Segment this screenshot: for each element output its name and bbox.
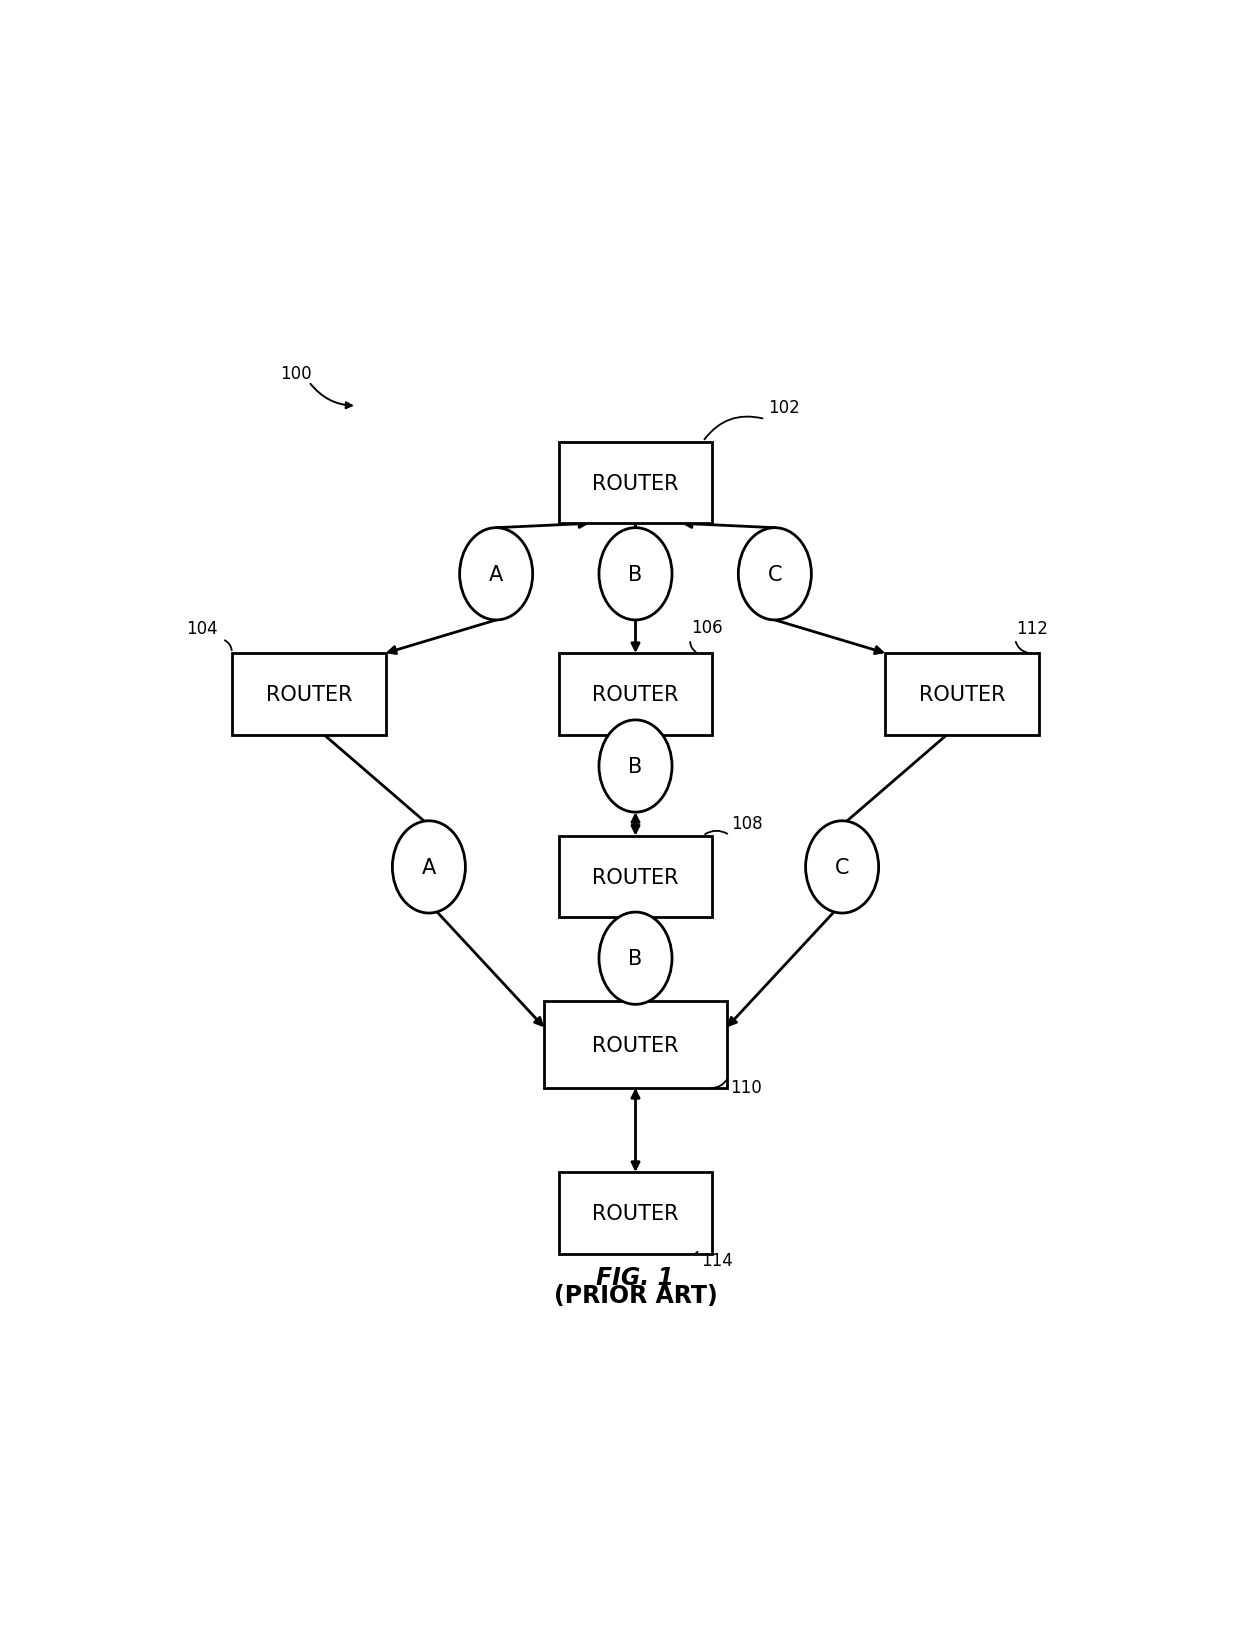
Text: ROUTER: ROUTER (593, 684, 678, 705)
Text: 102: 102 (768, 398, 800, 416)
Ellipse shape (599, 912, 672, 1005)
Text: 106: 106 (691, 619, 723, 636)
Text: 112: 112 (1016, 620, 1048, 638)
Bar (558, 1172, 712, 1253)
Text: B: B (629, 948, 642, 969)
Text: A: A (489, 565, 503, 584)
Text: ROUTER: ROUTER (593, 1035, 678, 1054)
Text: C: C (835, 857, 849, 878)
Bar (558, 836, 712, 917)
Text: ROUTER: ROUTER (593, 867, 678, 886)
Text: C: C (768, 565, 782, 584)
Ellipse shape (392, 821, 465, 914)
Text: ROUTER: ROUTER (593, 473, 678, 493)
Ellipse shape (460, 529, 533, 620)
Bar (558, 654, 712, 736)
Text: ROUTER: ROUTER (919, 684, 1006, 705)
Bar (558, 442, 712, 524)
Text: ROUTER: ROUTER (265, 684, 352, 705)
Ellipse shape (599, 529, 672, 620)
Bar (885, 654, 1039, 736)
Bar (544, 1002, 727, 1089)
Text: 100: 100 (280, 364, 311, 382)
Text: 104: 104 (186, 620, 217, 638)
Text: B: B (629, 565, 642, 584)
Text: (PRIOR ART): (PRIOR ART) (553, 1283, 718, 1307)
Ellipse shape (806, 821, 879, 914)
Bar (232, 654, 386, 736)
Text: 108: 108 (732, 814, 764, 832)
Ellipse shape (738, 529, 811, 620)
Text: A: A (422, 857, 436, 878)
Text: 114: 114 (701, 1252, 733, 1270)
Text: ROUTER: ROUTER (593, 1203, 678, 1222)
Text: FIG. 1: FIG. 1 (596, 1265, 675, 1289)
Text: 110: 110 (729, 1079, 761, 1097)
Ellipse shape (599, 720, 672, 813)
Text: B: B (629, 757, 642, 777)
